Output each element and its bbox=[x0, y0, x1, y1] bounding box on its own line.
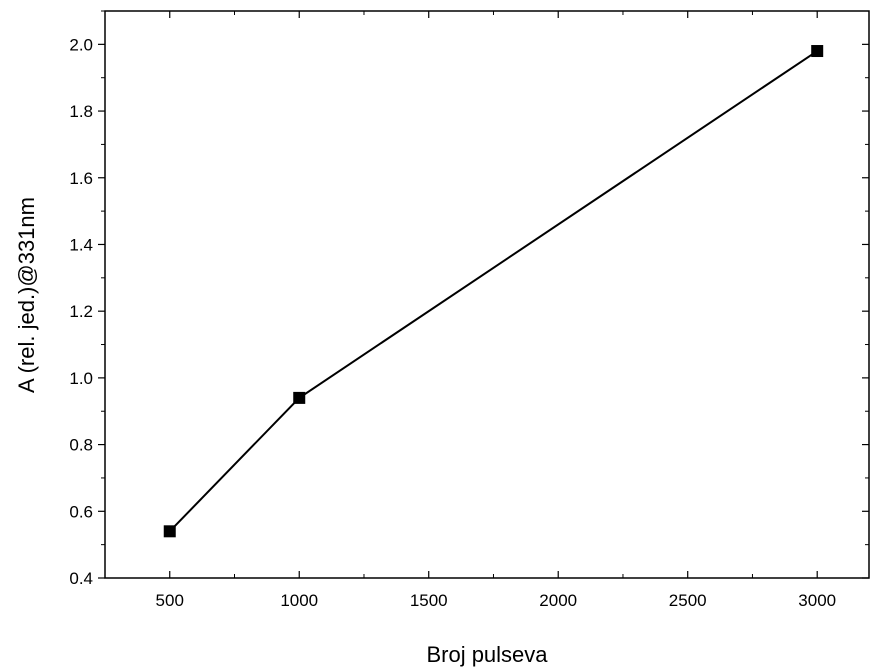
y-tick-label: 1.6 bbox=[69, 169, 93, 188]
x-axis-title: Broj pulseva bbox=[426, 642, 548, 667]
series-layer bbox=[163, 45, 824, 538]
plot-frame bbox=[104, 10, 870, 579]
y-tick-label: 1.2 bbox=[69, 302, 93, 321]
ticks-layer bbox=[98, 10, 869, 579]
x-tick-label: 3000 bbox=[798, 591, 836, 610]
y-tick-label: 0.6 bbox=[69, 502, 93, 521]
y-tick-label: 0.8 bbox=[69, 436, 93, 455]
y-tick-label: 1.0 bbox=[69, 369, 93, 388]
x-tick-label: 2000 bbox=[539, 591, 577, 610]
x-tick-label: 2500 bbox=[669, 591, 707, 610]
x-tick-label: 1000 bbox=[280, 591, 318, 610]
data-point bbox=[811, 45, 824, 58]
x-tick-label: 500 bbox=[156, 591, 184, 610]
y-tick-label: 2.0 bbox=[69, 35, 93, 54]
data-point bbox=[163, 525, 176, 538]
series-line bbox=[169, 50, 818, 533]
y-axis-title: A (rel. jed.)@331nm bbox=[14, 197, 39, 393]
data-point bbox=[293, 391, 306, 404]
y-tick-label: 1.8 bbox=[69, 102, 93, 121]
y-tick-label: 1.4 bbox=[69, 235, 93, 254]
tick-labels-layer: 500 1000 1500 2000 2500 3000 0.4 0.6 0.8 1.0 1.2 1.… bbox=[69, 35, 836, 610]
x-tick-label: 1500 bbox=[410, 591, 448, 610]
y-tick-label: 0.4 bbox=[69, 569, 93, 588]
